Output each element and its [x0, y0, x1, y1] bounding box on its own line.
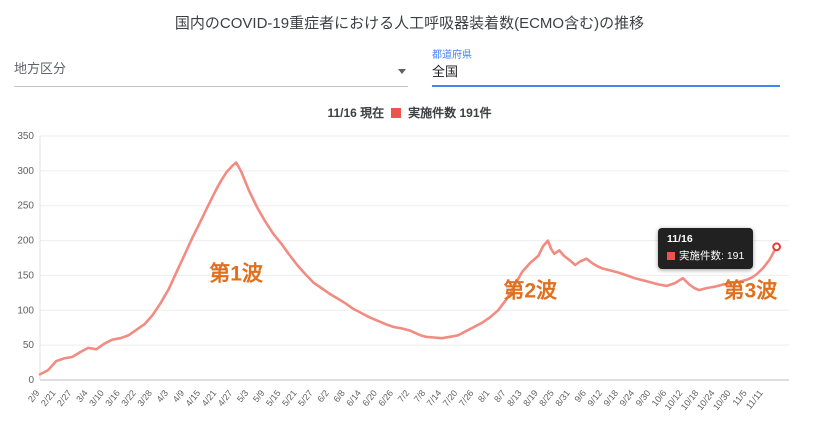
svg-text:8/31: 8/31	[553, 388, 572, 408]
svg-text:2/27: 2/27	[55, 388, 74, 408]
svg-text:50: 50	[23, 340, 35, 351]
svg-text:7/2: 7/2	[396, 388, 412, 404]
chart-tooltip: 11/16 実施件数: 191	[658, 228, 754, 269]
svg-text:6/14: 6/14	[344, 388, 363, 408]
tooltip-value: 実施件数: 191	[679, 250, 745, 262]
filter-controls: 地方区分 都道府県	[14, 46, 780, 87]
svg-text:第2波: 第2波	[503, 279, 558, 303]
svg-text:5/21: 5/21	[280, 388, 299, 408]
dropdown-arrow-icon	[398, 69, 406, 74]
svg-text:8/13: 8/13	[505, 388, 524, 408]
svg-text:3/16: 3/16	[103, 388, 122, 408]
chart-legend: 11/16 現在 実施件数 191件	[0, 104, 819, 121]
svg-text:150: 150	[17, 270, 34, 281]
svg-text:9/30: 9/30	[634, 388, 653, 408]
svg-text:100: 100	[17, 305, 34, 316]
tooltip-date: 11/16	[667, 233, 693, 245]
svg-text:4/21: 4/21	[200, 388, 219, 408]
region-select[interactable]: 地方区分	[14, 46, 408, 87]
svg-text:5/3: 5/3	[235, 388, 251, 404]
svg-text:3/28: 3/28	[135, 388, 154, 408]
svg-text:0: 0	[28, 375, 34, 386]
svg-text:9/18: 9/18	[602, 388, 621, 408]
svg-text:200: 200	[17, 236, 34, 247]
svg-text:9/12: 9/12	[586, 388, 605, 408]
svg-text:8/25: 8/25	[537, 388, 556, 408]
svg-text:6/2: 6/2	[315, 388, 331, 404]
svg-text:4/27: 4/27	[216, 388, 235, 408]
svg-text:7/26: 7/26	[457, 388, 476, 408]
svg-text:300: 300	[17, 166, 34, 177]
prefecture-field-label: 都道府県	[432, 50, 472, 61]
svg-text:第1波: 第1波	[209, 261, 264, 285]
as-of-date: 11/16 現在	[327, 106, 385, 120]
svg-text:250: 250	[17, 201, 34, 212]
svg-text:7/14: 7/14	[425, 388, 444, 408]
series-color-swatch-icon	[391, 107, 402, 118]
svg-text:350: 350	[17, 131, 34, 142]
svg-text:7/20: 7/20	[441, 388, 460, 408]
prefecture-input[interactable]	[432, 62, 780, 78]
svg-text:5/27: 5/27	[296, 388, 315, 408]
svg-text:9/24: 9/24	[618, 388, 637, 408]
page-title: 国内のCOVID-19重症者における人工呼吸器装着数(ECMO含む)の推移	[174, 15, 645, 32]
svg-text:2/21: 2/21	[39, 388, 58, 408]
svg-text:8/19: 8/19	[521, 388, 540, 408]
prefecture-field[interactable]: 都道府県	[432, 46, 780, 87]
svg-text:4/15: 4/15	[184, 388, 203, 408]
svg-text:6/26: 6/26	[377, 388, 396, 408]
svg-text:第3波: 第3波	[724, 279, 779, 303]
tooltip-series-swatch-icon	[667, 251, 675, 260]
svg-text:8/1: 8/1	[476, 388, 492, 404]
svg-text:4/3: 4/3	[155, 388, 171, 404]
chart-area: 0 50 100 150 200 250 300 350 2/9 2/21 2/27 3/4 3/10 3…	[10, 126, 805, 438]
svg-text:3/10: 3/10	[87, 388, 106, 408]
svg-text:3/22: 3/22	[119, 388, 138, 408]
series-legend-label: 実施件数 191件	[408, 106, 492, 120]
svg-text:5/15: 5/15	[264, 388, 283, 408]
svg-text:6/20: 6/20	[360, 388, 379, 408]
region-select-label: 地方区分	[14, 61, 67, 76]
svg-text:11/11: 11/11	[744, 388, 765, 411]
svg-text:10/30: 10/30	[711, 388, 733, 412]
